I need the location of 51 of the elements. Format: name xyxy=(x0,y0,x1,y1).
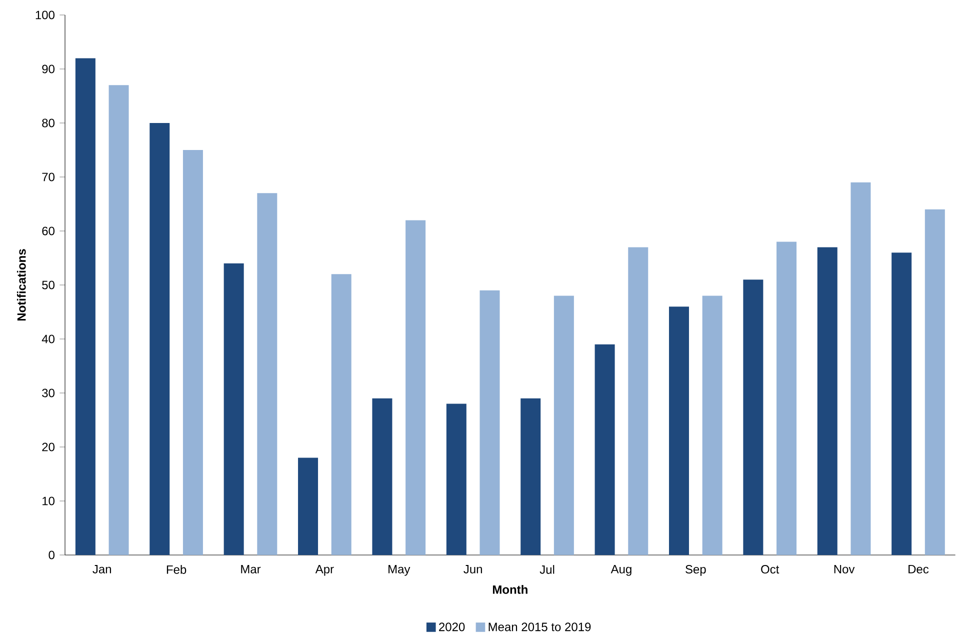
y-tick-label: 90 xyxy=(42,64,54,74)
y-tick-label: 10 xyxy=(42,496,54,506)
bar xyxy=(182,150,203,555)
y-tick-label: 50 xyxy=(42,280,54,290)
x-tick-label: Jul xyxy=(540,565,554,574)
bar xyxy=(446,404,466,555)
bar xyxy=(224,263,244,555)
bar xyxy=(520,398,541,555)
bar xyxy=(257,193,278,555)
x-tick-label: Dec xyxy=(908,565,929,574)
y-tick-label: 70 xyxy=(42,172,54,182)
bar xyxy=(480,290,500,555)
y-axis-title: Notifications xyxy=(16,249,26,321)
y-tick-label: 60 xyxy=(42,226,54,236)
x-tick-label: Jun xyxy=(464,565,482,574)
bar xyxy=(702,296,722,555)
bar xyxy=(372,398,392,555)
y-tick-label: 0 xyxy=(48,550,54,560)
bar xyxy=(850,182,871,555)
bar xyxy=(554,296,574,555)
bar xyxy=(75,58,96,555)
legend-label: 2020 xyxy=(439,622,465,632)
bar xyxy=(924,209,945,555)
bar xyxy=(743,280,764,555)
bar xyxy=(108,85,129,555)
x-tick-label: Apr xyxy=(315,565,334,576)
x-tick-label: Mar xyxy=(241,565,261,574)
y-tick-label: 80 xyxy=(42,118,54,128)
bar xyxy=(406,220,426,555)
bar xyxy=(892,252,912,555)
y-tick-label: 100 xyxy=(36,10,54,20)
x-tick-label: Nov xyxy=(834,565,855,574)
bar xyxy=(150,122,170,555)
y-tick-label: 30 xyxy=(42,388,54,398)
bar xyxy=(298,458,318,555)
x-tick-label: Jan xyxy=(92,565,111,574)
y-tick-label: 20 xyxy=(42,442,54,452)
x-tick-label: Sep xyxy=(686,565,706,576)
bar xyxy=(817,247,838,555)
bar xyxy=(594,344,615,555)
x-tick-label: Aug xyxy=(610,565,632,576)
bar xyxy=(776,242,797,555)
bar xyxy=(668,306,689,555)
x-tick-label: Oct xyxy=(761,565,780,574)
x-tick-label: Feb xyxy=(166,565,186,574)
legend-label: Mean 2015 to 2019 xyxy=(488,622,591,632)
x-axis-title: Month xyxy=(492,585,528,594)
y-tick-label: 40 xyxy=(42,334,54,344)
bar xyxy=(628,247,648,555)
bar xyxy=(331,274,352,555)
x-tick-label: May xyxy=(388,565,410,576)
